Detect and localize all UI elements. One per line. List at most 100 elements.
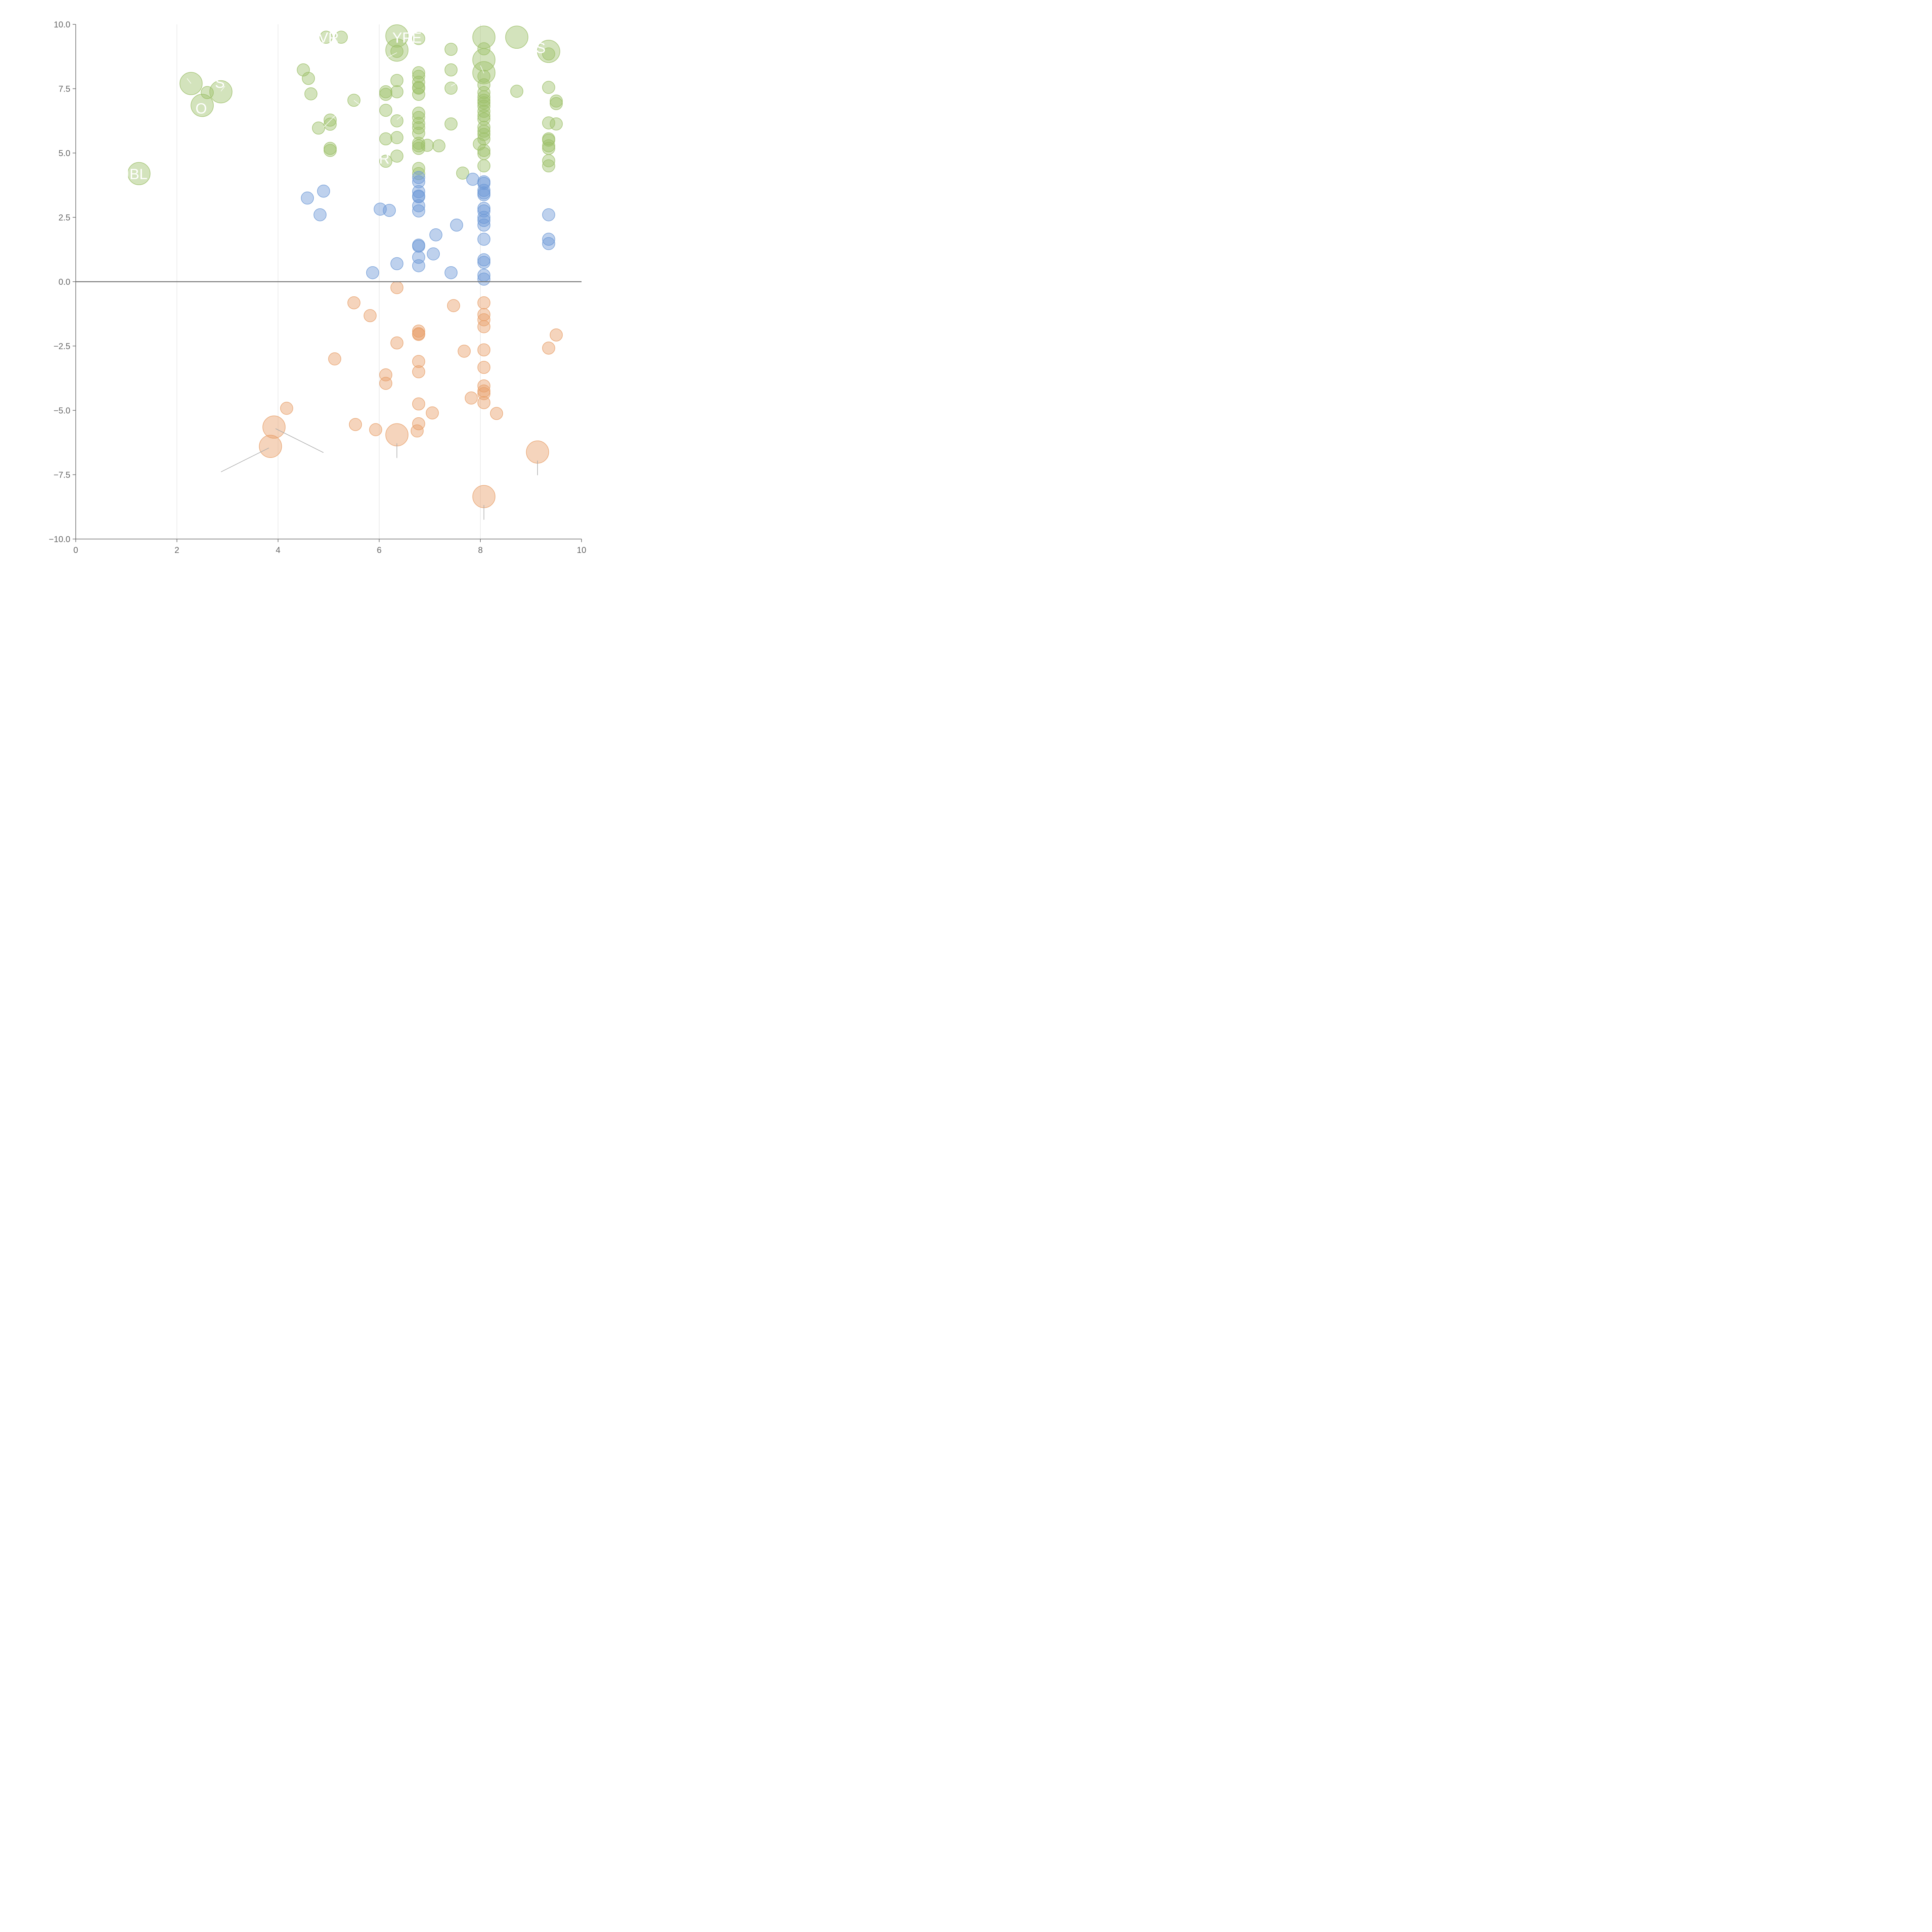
data-point: [477, 159, 491, 173]
data-point: [549, 97, 563, 110]
label-leader-line: [354, 100, 369, 112]
data-point: [301, 191, 314, 205]
point-label: R: [379, 151, 389, 167]
data-point: [317, 184, 330, 198]
data-point: [383, 204, 396, 217]
data-point: [412, 107, 425, 120]
label-layer: IBL OS VR YPE OS R: [126, 30, 546, 182]
data-point: [304, 87, 318, 100]
data-point: [477, 188, 491, 201]
data-point: [335, 31, 348, 44]
data-point: [477, 272, 491, 286]
data-point: [312, 121, 325, 135]
data-point: [390, 257, 403, 270]
data-point: [477, 121, 491, 134]
data-point: [456, 167, 469, 180]
data-point: [412, 117, 425, 130]
data-point: [379, 155, 393, 168]
y-tick-label: −5.0: [54, 406, 70, 415]
data-point: [179, 72, 203, 95]
data-point: [457, 345, 471, 358]
data-point: [412, 417, 425, 430]
data-point: [412, 185, 425, 198]
point-label: VR: [318, 30, 339, 46]
data-point: [542, 208, 555, 221]
data-point: [429, 228, 442, 242]
label-leader-line: [480, 65, 485, 73]
data-point: [477, 105, 491, 118]
data-point: [320, 31, 333, 44]
data-point: [127, 162, 151, 185]
data-point: [280, 401, 293, 415]
data-point: [477, 147, 491, 160]
data-point: [390, 114, 403, 128]
data-point: [542, 47, 555, 61]
data-point: [549, 328, 563, 342]
data-point: [426, 406, 439, 420]
y-tick-label: −7.5: [54, 470, 70, 480]
data-point: [477, 128, 491, 141]
point-label: S: [215, 75, 224, 91]
data-point: [390, 336, 403, 350]
data-point: [427, 247, 440, 260]
x-tick-label: 10: [577, 545, 586, 555]
data-point: [542, 342, 555, 355]
data-point: [542, 159, 555, 173]
point-label: O: [196, 100, 207, 117]
y-tick-label: 2.5: [58, 213, 70, 223]
data-point: [444, 266, 458, 279]
leader-layer: [187, 52, 538, 520]
data-point: [412, 365, 425, 378]
data-point: [505, 26, 529, 49]
label-leader-line: [221, 86, 225, 92]
data-point: [364, 309, 377, 322]
data-point: [379, 104, 393, 117]
data-point: [477, 214, 491, 227]
data-point: [390, 131, 403, 144]
y-tick-label: 10.0: [54, 20, 70, 29]
data-point: [477, 109, 491, 122]
data-point: [542, 154, 555, 167]
data-point: [477, 387, 491, 400]
data-point: [444, 82, 458, 95]
data-point: [209, 80, 233, 104]
data-point: [477, 396, 491, 409]
data-point: [549, 117, 563, 131]
label-leader-line: [323, 111, 339, 128]
label-leader-line: [396, 109, 410, 120]
data-point: [472, 48, 496, 71]
data-point: [369, 423, 382, 436]
point-label: OS: [524, 40, 546, 56]
data-point: [390, 85, 403, 99]
data-point: [444, 43, 458, 56]
data-point: [412, 190, 425, 203]
y-tick-label: 5.0: [58, 148, 70, 158]
data-point: [421, 139, 434, 152]
data-point: [412, 32, 425, 45]
data-point: [412, 175, 425, 189]
data-point: [412, 328, 425, 341]
data-point: [328, 352, 341, 366]
data-point: [450, 218, 463, 232]
data-point: [412, 162, 425, 175]
data-point: [390, 74, 403, 87]
data-point: [472, 485, 496, 508]
data-point: [412, 199, 425, 213]
data-point: [412, 397, 425, 411]
data-point: [473, 137, 486, 151]
data-point: [477, 144, 491, 157]
x-tick-label: 0: [73, 545, 78, 555]
y-tick-label: 0.0: [58, 277, 70, 287]
data-point: [542, 237, 555, 250]
data-point: [477, 86, 491, 99]
data-point: [412, 171, 425, 184]
data-point: [477, 320, 491, 333]
data-point: [477, 313, 491, 327]
data-point: [262, 415, 286, 439]
data-point: [526, 440, 549, 464]
data-point: [464, 391, 478, 405]
data-point: [323, 144, 337, 157]
data-point: [349, 418, 362, 431]
x-tick-label: 8: [478, 545, 483, 555]
data-point: [390, 45, 403, 58]
